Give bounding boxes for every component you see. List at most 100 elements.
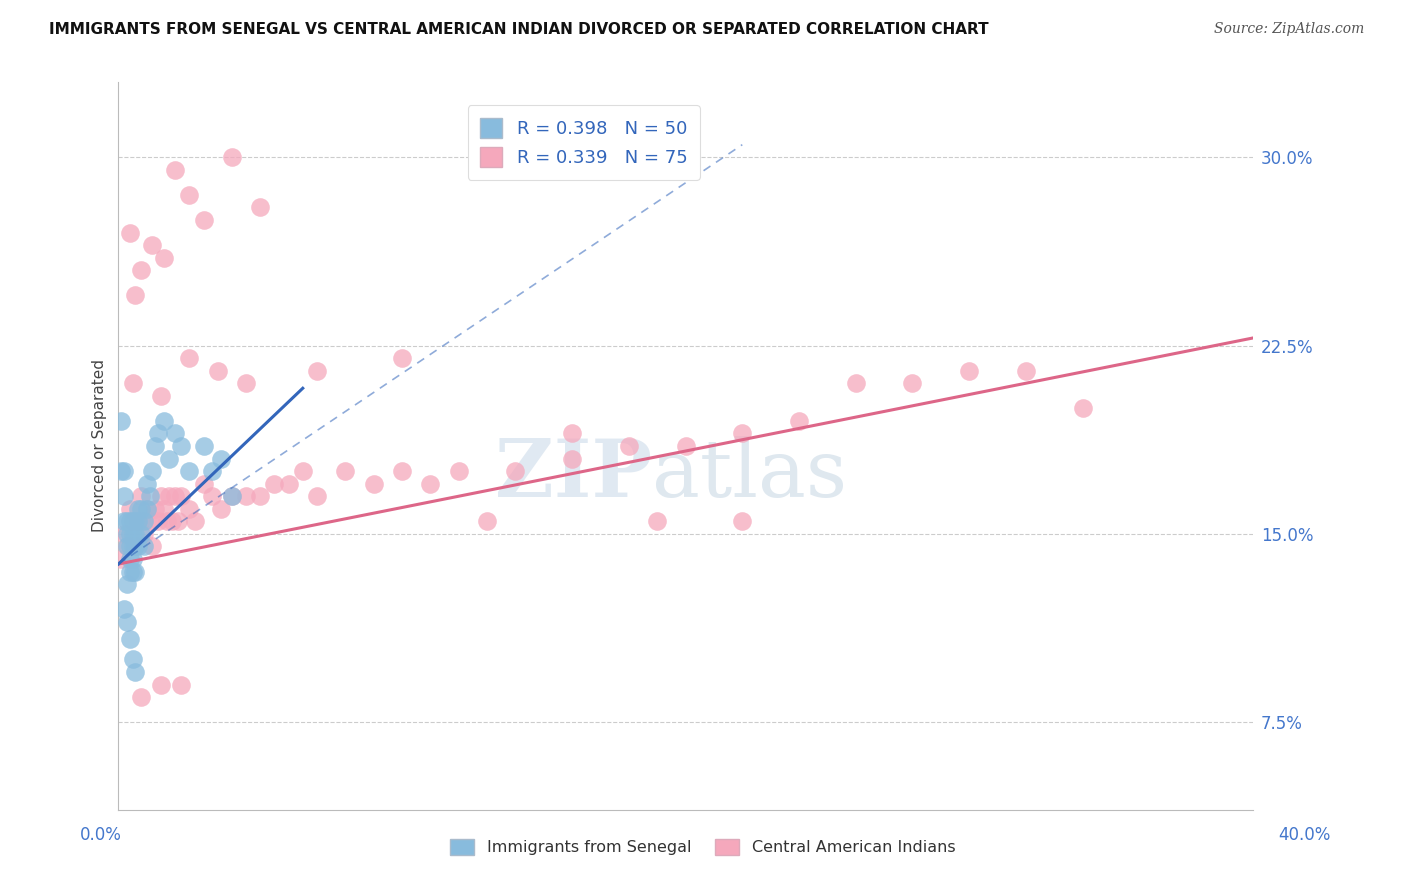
Point xyxy=(209,451,232,466)
Point xyxy=(127,501,149,516)
Point xyxy=(143,439,166,453)
Point xyxy=(124,514,146,528)
Point xyxy=(121,652,143,666)
Point xyxy=(153,414,176,428)
Point xyxy=(221,489,243,503)
Point xyxy=(132,540,155,554)
Point xyxy=(115,615,138,629)
Point xyxy=(249,201,271,215)
Point xyxy=(263,476,285,491)
Point xyxy=(118,527,141,541)
Point xyxy=(159,489,181,503)
Point xyxy=(391,464,413,478)
Point xyxy=(124,665,146,679)
Point xyxy=(391,351,413,365)
Point xyxy=(118,514,141,528)
Point xyxy=(127,514,149,528)
Point xyxy=(129,489,152,503)
Point xyxy=(221,150,243,164)
Point xyxy=(121,514,143,528)
Point xyxy=(207,364,229,378)
Point xyxy=(112,527,135,541)
Point xyxy=(115,577,138,591)
Point xyxy=(112,489,135,503)
Y-axis label: Divorced or Separated: Divorced or Separated xyxy=(93,359,107,533)
Point xyxy=(167,514,190,528)
Point xyxy=(138,489,160,503)
Point xyxy=(124,540,146,554)
Point xyxy=(121,527,143,541)
Point xyxy=(124,565,146,579)
Point xyxy=(1071,401,1094,416)
Text: IMMIGRANTS FROM SENEGAL VS CENTRAL AMERICAN INDIAN DIVORCED OR SEPARATED CORRELA: IMMIGRANTS FROM SENEGAL VS CENTRAL AMERI… xyxy=(49,22,988,37)
Point xyxy=(179,501,201,516)
Point xyxy=(675,439,697,453)
Point xyxy=(193,213,215,227)
Point xyxy=(129,501,152,516)
Point xyxy=(617,439,640,453)
Text: ZIP: ZIP xyxy=(495,436,651,514)
Point xyxy=(141,540,163,554)
Point xyxy=(561,451,583,466)
Point xyxy=(335,464,357,478)
Point xyxy=(235,376,257,391)
Point xyxy=(124,288,146,302)
Point xyxy=(110,464,132,478)
Point xyxy=(118,501,141,516)
Point xyxy=(127,514,149,528)
Point xyxy=(170,489,193,503)
Point xyxy=(221,489,243,503)
Point xyxy=(305,489,328,503)
Point xyxy=(110,552,132,566)
Text: Source: ZipAtlas.com: Source: ZipAtlas.com xyxy=(1213,22,1364,37)
Point xyxy=(731,426,754,441)
Point xyxy=(179,187,201,202)
Point xyxy=(179,464,201,478)
Point xyxy=(115,540,138,554)
Point xyxy=(561,426,583,441)
Point xyxy=(112,602,135,616)
Point xyxy=(146,426,169,441)
Point xyxy=(179,351,201,365)
Point xyxy=(112,514,135,528)
Legend: R = 0.398   N = 50, R = 0.339   N = 75: R = 0.398 N = 50, R = 0.339 N = 75 xyxy=(468,105,700,179)
Point xyxy=(118,552,141,566)
Point xyxy=(135,476,157,491)
Point xyxy=(110,414,132,428)
Point xyxy=(143,501,166,516)
Point xyxy=(201,464,224,478)
Point xyxy=(475,514,498,528)
Point xyxy=(118,632,141,647)
Point xyxy=(121,565,143,579)
Point xyxy=(124,540,146,554)
Point xyxy=(447,464,470,478)
Point xyxy=(112,464,135,478)
Point xyxy=(787,414,810,428)
Point xyxy=(121,376,143,391)
Point xyxy=(731,514,754,528)
Point xyxy=(201,489,224,503)
Point xyxy=(115,540,138,554)
Point xyxy=(305,364,328,378)
Point xyxy=(132,527,155,541)
Point xyxy=(127,540,149,554)
Point xyxy=(146,514,169,528)
Point xyxy=(291,464,314,478)
Point xyxy=(184,514,207,528)
Point xyxy=(121,514,143,528)
Point xyxy=(165,489,187,503)
Point xyxy=(277,476,299,491)
Point xyxy=(129,527,152,541)
Point xyxy=(118,565,141,579)
Point xyxy=(249,489,271,503)
Point xyxy=(115,514,138,528)
Point xyxy=(162,514,184,528)
Text: 0.0%: 0.0% xyxy=(80,826,122,844)
Point xyxy=(363,476,385,491)
Point xyxy=(170,439,193,453)
Point xyxy=(165,162,187,177)
Point xyxy=(957,364,980,378)
Point xyxy=(132,514,155,528)
Point xyxy=(149,489,172,503)
Point xyxy=(159,451,181,466)
